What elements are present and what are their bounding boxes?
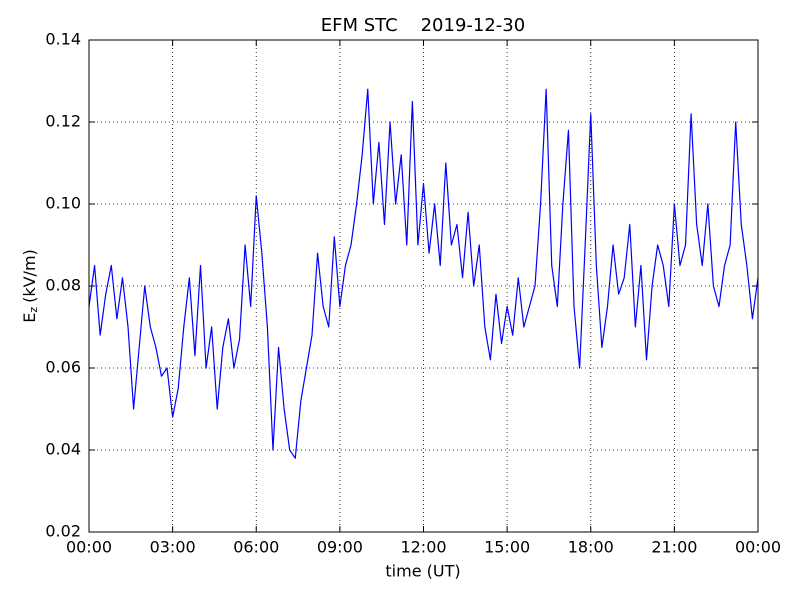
data-line <box>88 88 759 459</box>
x-tick-label: 12:00 <box>400 538 446 557</box>
y-tick-label: 0.02 <box>45 522 81 541</box>
x-tick-label: 03:00 <box>150 538 196 557</box>
y-label-symbol: E <box>20 313 39 323</box>
x-tick-label: 15:00 <box>484 538 530 557</box>
y-tick-label: 0.12 <box>45 112 81 131</box>
x-tick-label: 00:00 <box>66 538 112 557</box>
y-label-unit: (kV/m) <box>20 249 39 303</box>
y-tick-label: 0.06 <box>45 358 81 377</box>
y-tick-label: 0.08 <box>45 276 81 295</box>
y-label-subscript: z <box>27 307 40 313</box>
chart-title: EFM STC 2019-12-30 <box>321 15 525 36</box>
x-tick-label: 00:00 <box>735 538 781 557</box>
y-tick-label: 0.14 <box>45 30 81 49</box>
x-axis-label: time (UT) <box>385 562 460 581</box>
x-tick-label: 09:00 <box>317 538 363 557</box>
x-tick-label: 06:00 <box>233 538 279 557</box>
plot-frame <box>88 39 759 533</box>
y-tick-label: 0.04 <box>45 440 81 459</box>
x-tick-label: 21:00 <box>651 538 697 557</box>
y-axis-label: Ez (kV/m) <box>20 249 41 323</box>
y-tick-label: 0.10 <box>45 194 81 213</box>
x-tick-label: 18:00 <box>568 538 614 557</box>
